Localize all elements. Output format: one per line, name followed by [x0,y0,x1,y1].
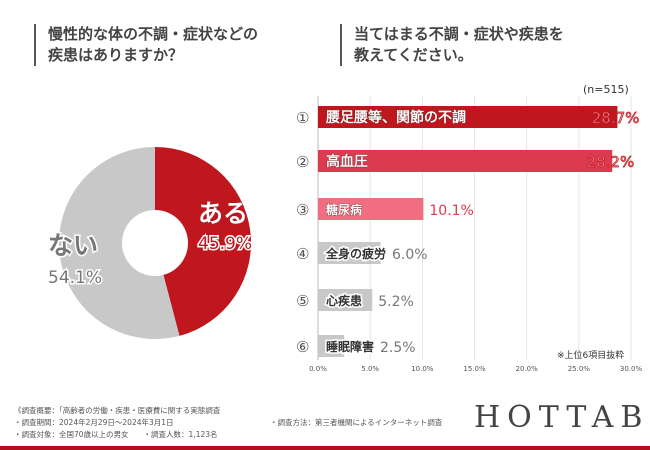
pie-label: ない [48,231,98,260]
footer-survey-info: 《調査概要：「高齢者の労働・疾患・医療費に関する実態調査 ・調査期間：2024年… [14,405,220,441]
bar-value-label: 28.2% [587,153,635,171]
x-tick-label: 20.0% [516,365,539,373]
logo: HOTTAB [474,400,650,435]
pie-title-line: 慢性的な体の不調・症状などの [48,25,259,43]
bar-title-line: 当てはまる不調・症状や疾患を [354,25,564,43]
pie-pct-label: 54.1% [48,268,102,288]
x-tick-label: 5.0% [361,365,379,373]
bar-category-label: 全身の疲労 [325,246,386,261]
bar-title-line: 教えてください。 [354,46,473,64]
pie-title-line: 疾患はありますか？ [48,46,184,64]
pie-title: 慢性的な体の不調・症状などの 疾患はありますか？ [34,24,258,66]
bar [318,198,424,220]
bar-category-label: 腰足腰等、関節の不調 [325,109,466,126]
pie-pct-label: 45.9% [198,234,252,254]
pie-slice [155,147,252,336]
footer-line: 《調査概要：「高齢者の労働・疾患・医療費に関する実態調査 [14,406,221,415]
bar-value-label: 10.1% [429,203,473,219]
x-tick-label: 30.0% [620,365,643,373]
n-label: (n=515) [583,83,629,96]
pie-hole [122,210,188,276]
bar [318,335,345,357]
bar [318,242,381,264]
rank-marker: ⑤ [296,292,309,310]
rank-marker: ① [296,109,309,127]
footer-method: ・調査方法：第三者機関によるインターネット調査 [270,418,443,427]
bar-category-label: 睡眠障害 [326,339,374,354]
rank-marker: ② [296,153,309,171]
bar-value-label: 2.5% [380,340,416,356]
rank-marker: ⑥ [296,338,309,356]
bottom-bar [0,446,650,450]
pie-label: ある [198,199,248,228]
bar-value-label: 6.0% [392,247,428,263]
x-tick-label: 15.0% [463,365,486,373]
footer-line: ・調査対象：全国70歳以上の男女 ・調査人数：1,123名 [14,430,218,439]
bar-category-label: 心疾患 [326,293,362,308]
bar-value-label: 28.7% [592,109,640,127]
x-tick-label: 25.0% [568,365,591,373]
bar-value-label: 5.2% [378,294,414,310]
note: ※上位6項目抜粋 [557,351,625,361]
bar [318,106,618,128]
bar [318,289,373,311]
rank-marker: ④ [296,245,309,263]
bar-title: 当てはまる不調・症状や疾患を 教えてください。 [340,24,564,66]
bar-category-label: 高血圧 [326,153,368,170]
rank-marker: ③ [296,201,309,219]
bar-category-label: 糖尿病 [326,202,362,217]
footer-line: ・調査期間：2024年2月29日〜2024年3月1日 [14,418,174,427]
pie-slice [59,147,180,339]
bar [318,150,613,172]
x-tick-label: 10.0% [411,365,434,373]
x-tick-label: 0.0% [309,365,327,373]
